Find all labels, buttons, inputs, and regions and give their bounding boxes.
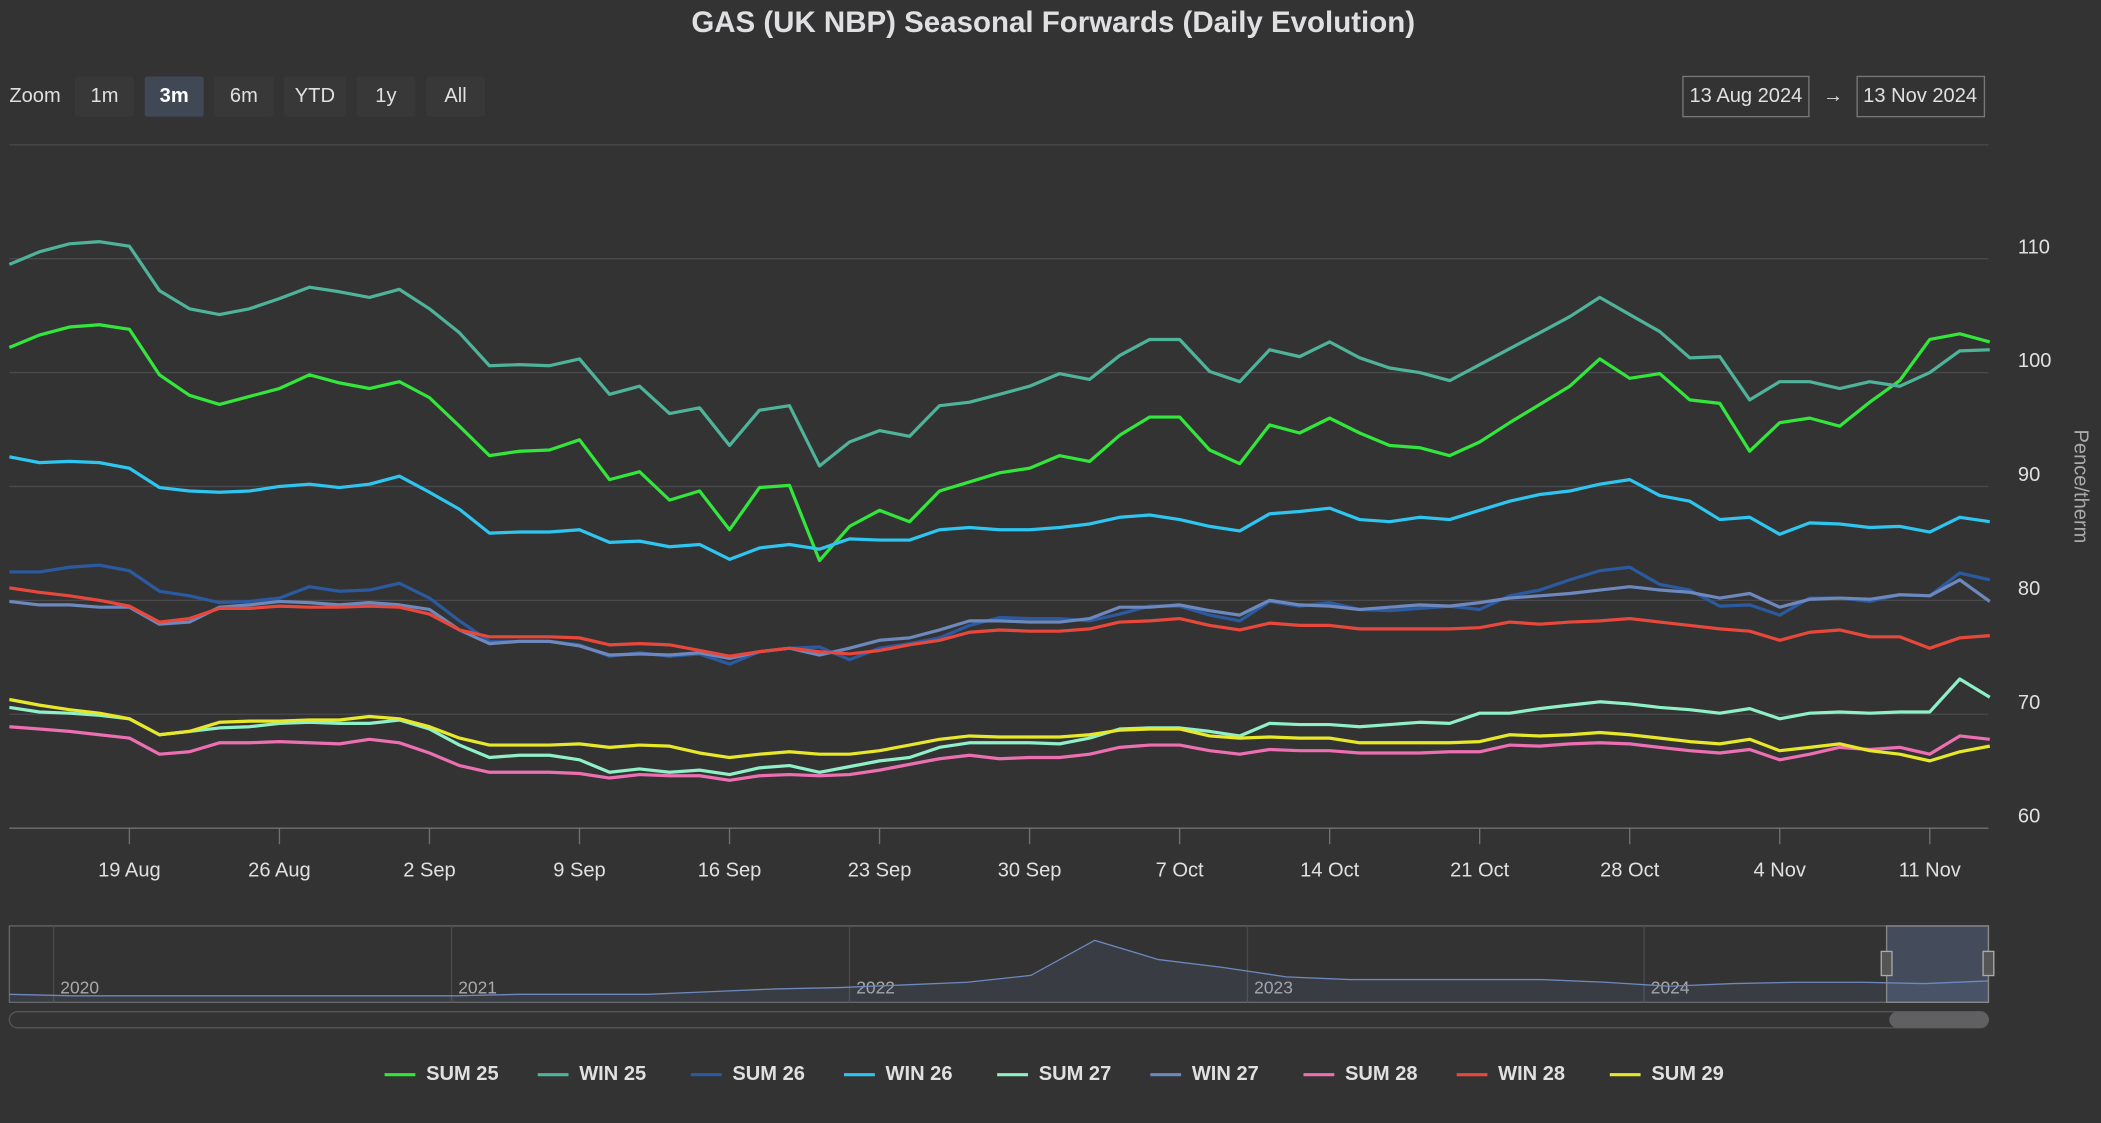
chart-title: GAS (UK NBP) Seasonal Forwards (Daily Ev… [691, 6, 1415, 39]
x-tick-label: 28 Oct [1600, 859, 1660, 881]
zoom-label: Zoom [9, 85, 60, 107]
scrollbar-thumb[interactable] [1889, 1011, 1989, 1028]
legend-label[interactable]: WIN 25 [579, 1063, 646, 1085]
x-tick-label: 19 Aug [98, 859, 161, 881]
series-line [8, 323, 1991, 563]
y-axis-title: Pence/therm [2069, 430, 2091, 544]
date-from[interactable]: 13 Aug 2024 [1690, 85, 1803, 107]
series-line [9, 677, 1991, 777]
legend-label[interactable]: WIN 27 [1192, 1063, 1259, 1085]
y-tick-label: 90 [2018, 464, 2040, 486]
zoom-button[interactable] [284, 76, 346, 117]
zoom-button[interactable] [75, 76, 134, 117]
navigator-handle[interactable] [1982, 950, 1995, 977]
series-line [9, 455, 1991, 561]
y-tick-label: 70 [2018, 692, 2040, 714]
navigator-year-label: 2022 [856, 978, 895, 998]
date-separator: → [1823, 85, 1843, 107]
legend-label[interactable]: WIN 26 [886, 1063, 953, 1085]
legend-label[interactable]: SUM 29 [1651, 1063, 1724, 1085]
x-tick-label: 23 Sep [848, 859, 912, 881]
series-line [8, 240, 1990, 468]
date-from-box[interactable] [1682, 75, 1810, 118]
navigator-year-label: 2021 [458, 978, 497, 998]
x-tick-label: 2 Sep [403, 859, 455, 881]
legend-label[interactable]: WIN 28 [1498, 1063, 1565, 1085]
zoom-button-label[interactable]: 1y [375, 85, 396, 107]
series-line [9, 725, 1990, 782]
y-tick-label: 110 [2018, 236, 2050, 258]
x-tick-label: 4 Nov [1754, 859, 1806, 881]
x-tick-label: 7 Oct [1156, 859, 1204, 881]
x-tick-label: 30 Sep [998, 859, 1062, 881]
zoom-button-label[interactable]: 3m [160, 85, 189, 107]
navigator-year-label: 2024 [1651, 978, 1690, 998]
legend-label[interactable]: SUM 28 [1345, 1063, 1418, 1085]
series-line [9, 586, 1990, 658]
x-tick-label: 14 Oct [1300, 859, 1360, 881]
zoom-button[interactable] [214, 76, 274, 117]
legend-label[interactable]: SUM 26 [732, 1063, 805, 1085]
y-tick-label: 60 [2018, 806, 2040, 828]
legend-label[interactable]: SUM 27 [1039, 1063, 1112, 1085]
zoom-button[interactable] [356, 76, 416, 117]
zoom-button-label[interactable]: 1m [91, 85, 119, 107]
x-tick-label: 21 Oct [1450, 859, 1510, 881]
navigator-mask[interactable] [1885, 925, 1990, 1004]
navigator-year-label: 2023 [1254, 978, 1293, 998]
x-tick-label: 26 Aug [248, 859, 311, 881]
zoom-button-label[interactable]: 6m [230, 85, 258, 107]
navigator-line [9, 939, 1989, 997]
series-line [9, 697, 1991, 763]
x-tick-label: 9 Sep [553, 859, 605, 881]
series-line [9, 578, 1991, 660]
y-tick-label: 80 [2018, 578, 2040, 600]
navigator-area [9, 940, 1989, 1003]
navigator-handle[interactable] [1880, 950, 1893, 977]
zoom-button[interactable] [426, 76, 486, 117]
legend-label[interactable]: SUM 25 [426, 1063, 499, 1085]
date-to-box[interactable] [1856, 75, 1986, 118]
x-tick-label: 11 Nov [1899, 859, 1961, 881]
x-tick-label: 16 Sep [698, 859, 762, 881]
series-line [9, 563, 1991, 666]
navigator-year-label: 2020 [60, 978, 99, 998]
date-to[interactable]: 13 Nov 2024 [1863, 85, 1977, 107]
y-tick-label: 100 [2018, 350, 2052, 372]
zoom-button-label[interactable]: All [444, 85, 466, 107]
zoom-button-label[interactable]: YTD [295, 85, 335, 107]
zoom-button[interactable] [144, 76, 204, 117]
